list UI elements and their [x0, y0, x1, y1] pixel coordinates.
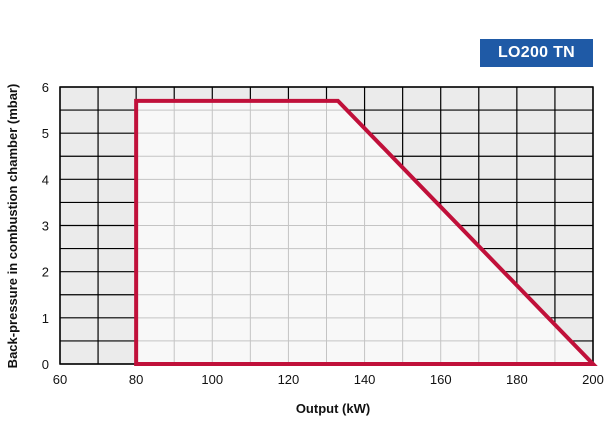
x-tick-label: 200 — [582, 372, 604, 387]
grid-lines-inside — [136, 100, 593, 364]
x-tick-label: 160 — [430, 372, 452, 387]
y-tick-label: 2 — [42, 265, 49, 280]
y-tick-label: 4 — [42, 172, 49, 187]
y-tick-label: 6 — [42, 80, 49, 95]
x-tick-label: 100 — [201, 372, 223, 387]
y-tick-label: 1 — [42, 311, 49, 326]
y-axis-title: Back-pressure in combustion chamber (mba… — [5, 84, 20, 369]
x-tick-label: 60 — [53, 372, 67, 387]
x-tick-label: 140 — [354, 372, 376, 387]
y-tick-label: 3 — [42, 219, 49, 234]
model-badge: LO200 TN — [480, 39, 593, 67]
envelope-line — [134, 98, 598, 366]
x-tick-label: 80 — [129, 372, 143, 387]
x-axis-title: Output (kW) — [296, 401, 370, 416]
x-tick-label: 180 — [506, 372, 528, 387]
y-tick-label: 0 — [42, 357, 49, 372]
plot-area — [59, 86, 598, 366]
x-tick-label: 120 — [278, 372, 300, 387]
y-tick-label: 5 — [42, 126, 49, 141]
axis-ticks: 60 80 100 120 140 160 180 200 0 1 2 3 4 5 6 — [42, 80, 604, 387]
